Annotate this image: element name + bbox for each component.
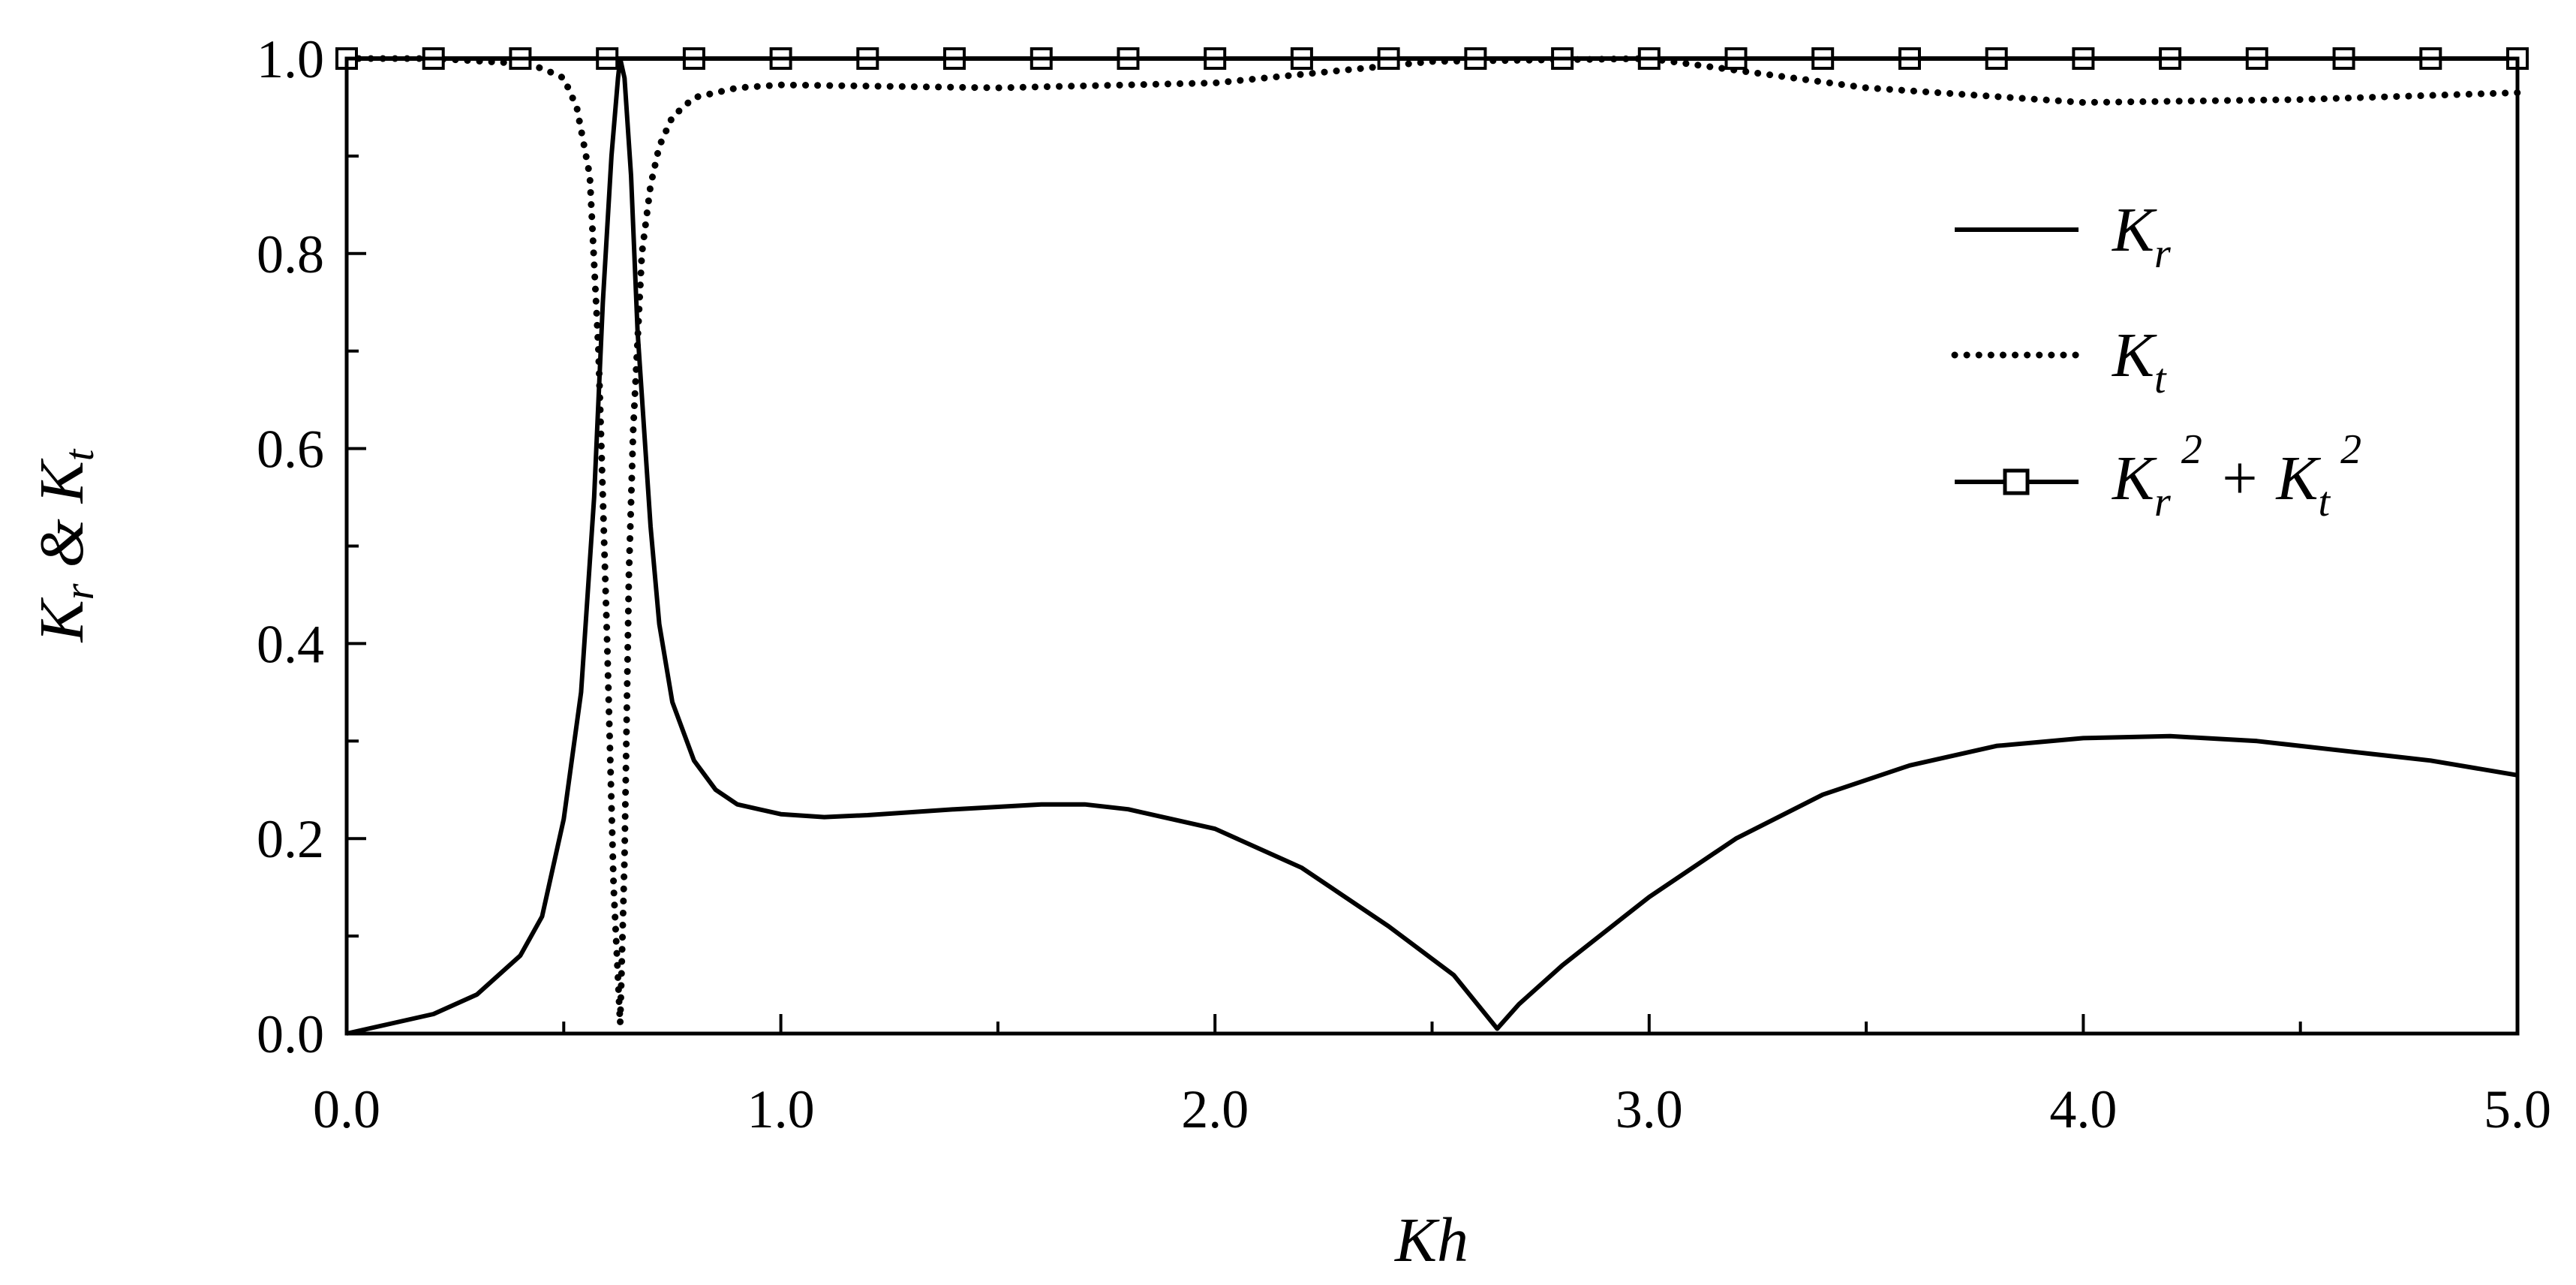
y-tick-label: 0.4	[257, 614, 324, 674]
legend-marker-sum	[2003, 468, 2030, 495]
series-layer	[335, 47, 2529, 1036]
ticks-layer	[345, 57, 2519, 1035]
y-tick-label: 0.0	[257, 1004, 324, 1064]
x-tick-label: 3.0	[1616, 1079, 1683, 1139]
legend-label-sum: Kr2 + Kt2	[2112, 426, 2361, 525]
y-axis-title-k1: K	[27, 597, 97, 642]
x-tick-label: 2.0	[1181, 1079, 1249, 1139]
y-tick-label: 1.0	[257, 29, 324, 89]
legend-label-kr: Kr	[2112, 195, 2171, 277]
x-axis-title: Kh	[1394, 1205, 1468, 1275]
y-axis-title-sep: &	[27, 503, 97, 583]
y-tick-label: 0.6	[257, 420, 324, 480]
series-line-Kt	[343, 55, 2521, 1028]
x-tick-label: 0.0	[313, 1079, 380, 1139]
labels-layer: 0.0 1.0 2.0 3.0 4.0 5.0 0.0 0.2 0.4 0.6 0.8 1.0	[257, 29, 2551, 1139]
legend-label-kt: Kt	[2112, 320, 2167, 402]
x-tick-label: 5.0	[2484, 1079, 2551, 1139]
x-tick-label: 4.0	[2049, 1079, 2117, 1139]
y-tick-label: 0.2	[257, 809, 324, 869]
legend: Kr Kt Kr2 + Kt2	[1951, 195, 2361, 525]
y-axis-title-k2: K	[27, 458, 97, 504]
series-line-Kr	[346, 56, 2518, 1036]
x-tick-label: 1.0	[747, 1079, 815, 1139]
y-axis-title-sub2: t	[56, 448, 103, 461]
y-axis-title: Kr & Kt	[27, 448, 103, 642]
y-axis-title-sub1: r	[56, 583, 103, 600]
plot-frame	[344, 56, 2520, 1036]
y-tick-label: 0.8	[257, 224, 324, 284]
